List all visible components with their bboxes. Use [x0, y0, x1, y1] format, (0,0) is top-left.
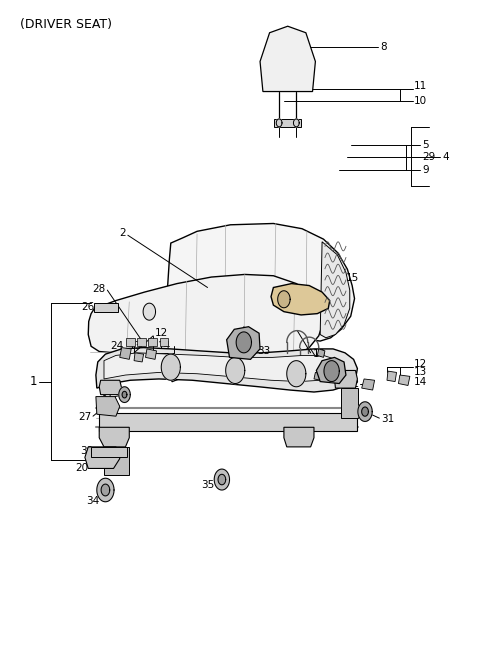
Text: 5: 5: [422, 140, 429, 150]
Polygon shape: [122, 392, 127, 398]
Polygon shape: [85, 447, 120, 468]
Bar: [275, 119, 301, 127]
Polygon shape: [276, 119, 282, 127]
Polygon shape: [287, 361, 306, 387]
Polygon shape: [362, 407, 368, 416]
Text: 33: 33: [257, 346, 270, 356]
Text: 18: 18: [322, 361, 336, 371]
Polygon shape: [284, 427, 314, 447]
Text: 31: 31: [381, 415, 395, 424]
Text: 34: 34: [86, 496, 99, 506]
Polygon shape: [387, 371, 396, 382]
Polygon shape: [271, 283, 330, 315]
Polygon shape: [260, 26, 315, 92]
Polygon shape: [101, 484, 110, 496]
Bar: [126, 338, 135, 346]
Bar: [95, 302, 118, 312]
Polygon shape: [362, 379, 374, 390]
Text: 10: 10: [414, 96, 427, 106]
Text: 35: 35: [201, 480, 214, 490]
Text: 11: 11: [414, 81, 427, 91]
Text: (DRIVER SEAT): (DRIVER SEAT): [21, 18, 112, 31]
Text: 29: 29: [422, 152, 435, 162]
Bar: [160, 338, 168, 346]
Polygon shape: [341, 388, 359, 418]
Text: 12: 12: [414, 359, 427, 369]
Bar: [91, 447, 127, 457]
Text: 13: 13: [129, 341, 143, 352]
Text: 20: 20: [75, 462, 88, 473]
Text: 13: 13: [414, 367, 427, 377]
Text: 14: 14: [158, 341, 171, 352]
Text: 31: 31: [100, 392, 113, 401]
Bar: [137, 338, 146, 346]
Text: 8: 8: [380, 42, 387, 52]
Polygon shape: [226, 358, 245, 384]
Polygon shape: [134, 353, 144, 362]
Polygon shape: [104, 353, 341, 382]
Text: 1: 1: [29, 375, 36, 388]
Polygon shape: [97, 478, 114, 502]
Polygon shape: [119, 387, 130, 403]
Polygon shape: [278, 291, 290, 308]
Polygon shape: [314, 373, 322, 380]
Polygon shape: [320, 242, 350, 338]
Polygon shape: [143, 303, 156, 320]
Polygon shape: [145, 349, 156, 359]
Text: 27: 27: [78, 413, 91, 422]
Polygon shape: [335, 371, 358, 388]
Polygon shape: [324, 361, 339, 382]
Text: 30: 30: [80, 446, 93, 456]
Polygon shape: [218, 474, 226, 485]
Text: 26: 26: [82, 302, 95, 312]
Polygon shape: [161, 354, 180, 380]
Polygon shape: [96, 397, 120, 416]
Polygon shape: [316, 358, 346, 384]
Polygon shape: [166, 224, 355, 382]
Text: 28: 28: [92, 284, 106, 294]
Text: 24: 24: [110, 341, 123, 352]
Polygon shape: [358, 402, 372, 421]
Bar: [99, 413, 357, 431]
Text: 15: 15: [346, 274, 359, 283]
Text: 2: 2: [119, 228, 125, 238]
Polygon shape: [99, 380, 121, 395]
Text: 22: 22: [345, 379, 359, 389]
Text: 4: 4: [443, 152, 449, 162]
Polygon shape: [104, 447, 129, 475]
Text: 19: 19: [312, 349, 326, 359]
Polygon shape: [214, 469, 229, 490]
Text: 32: 32: [346, 379, 359, 388]
Text: 14: 14: [414, 377, 427, 386]
Polygon shape: [398, 375, 410, 386]
Text: 9: 9: [422, 165, 429, 175]
Polygon shape: [88, 274, 324, 369]
Polygon shape: [120, 348, 131, 359]
Polygon shape: [293, 119, 299, 127]
Bar: [148, 338, 157, 346]
Text: 12: 12: [155, 328, 168, 338]
Polygon shape: [227, 327, 260, 359]
Polygon shape: [317, 349, 325, 358]
Polygon shape: [236, 332, 252, 353]
Polygon shape: [96, 348, 358, 392]
Polygon shape: [99, 427, 129, 447]
